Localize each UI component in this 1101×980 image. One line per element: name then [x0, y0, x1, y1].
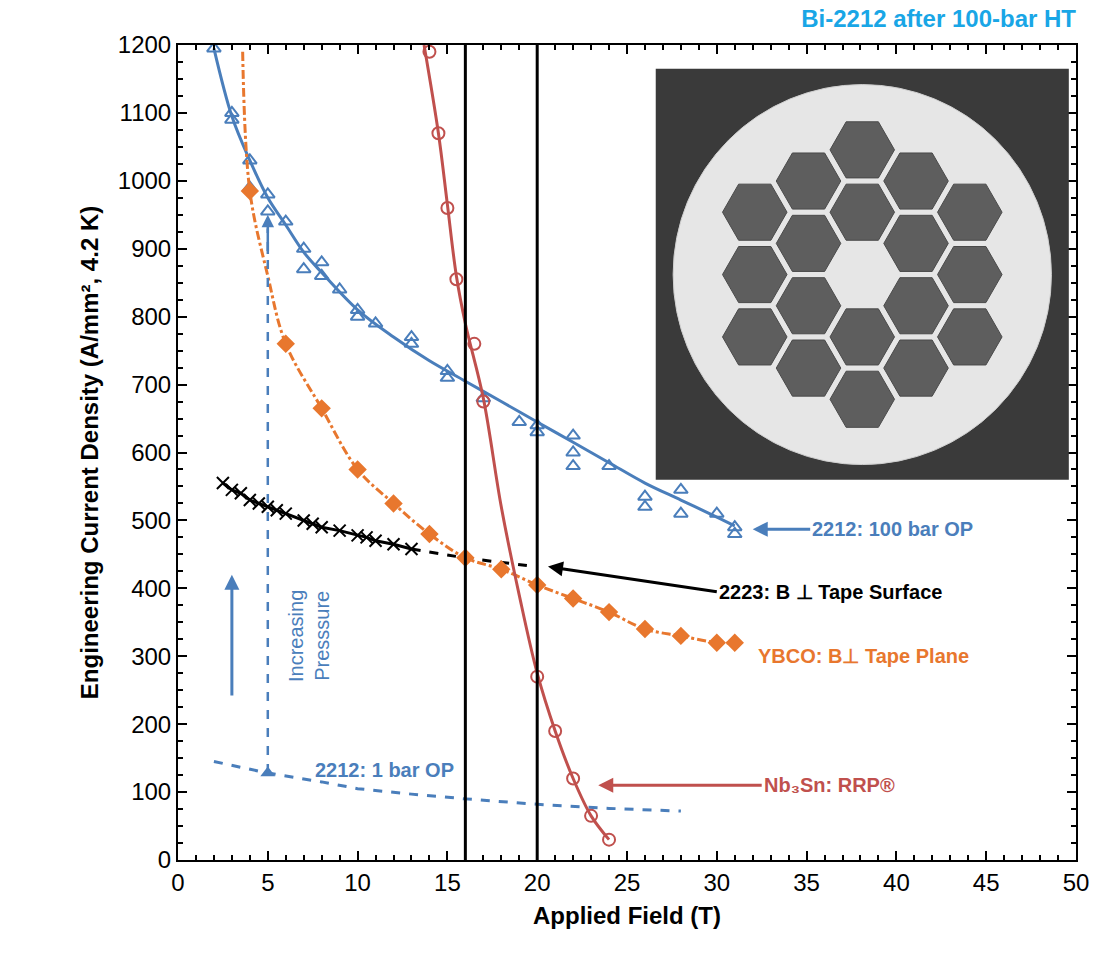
- svg-text:200: 200: [131, 711, 171, 738]
- svg-text:400: 400: [131, 575, 171, 602]
- svg-text:YBCO: B⊥ Tape Plane: YBCO: B⊥ Tape Plane: [758, 645, 969, 667]
- svg-text:Engineering Current Density (A: Engineering Current Density (A/mm², 4.2 …: [76, 206, 103, 699]
- svg-text:500: 500: [131, 507, 171, 534]
- svg-text:20: 20: [524, 869, 551, 896]
- svg-text:15: 15: [434, 869, 461, 896]
- svg-text:1000: 1000: [118, 167, 171, 194]
- svg-text:1200: 1200: [118, 31, 171, 58]
- svg-text:45: 45: [973, 869, 1000, 896]
- svg-text:40: 40: [883, 869, 910, 896]
- svg-text:Nb₃Sn: RRP®: Nb₃Sn: RRP®: [764, 774, 895, 796]
- svg-text:2223: B ⊥ Tape Surface: 2223: B ⊥ Tape Surface: [719, 581, 942, 603]
- svg-text:2212: 100 bar OP: 2212: 100 bar OP: [812, 518, 973, 540]
- svg-text:Applied Field (T): Applied Field (T): [533, 902, 721, 929]
- svg-text:300: 300: [131, 643, 171, 670]
- svg-text:800: 800: [131, 303, 171, 330]
- svg-text:0: 0: [171, 869, 184, 896]
- svg-text:50: 50: [1063, 869, 1090, 896]
- svg-text:1100: 1100: [120, 99, 172, 126]
- svg-text:35: 35: [793, 869, 820, 896]
- svg-text:2212: 1 bar OP: 2212: 1 bar OP: [315, 759, 454, 781]
- svg-text:900: 900: [131, 235, 171, 262]
- svg-text:700: 700: [131, 371, 171, 398]
- svg-text:30: 30: [703, 869, 730, 896]
- svg-text:10: 10: [344, 869, 371, 896]
- svg-text:Bi-2212 after 100-bar HT: Bi-2212 after 100-bar HT: [801, 5, 1076, 32]
- svg-text:5: 5: [261, 869, 274, 896]
- svg-text:0: 0: [158, 846, 171, 873]
- svg-text:25: 25: [614, 869, 641, 896]
- svg-text:600: 600: [131, 439, 171, 466]
- svg-text:IncreasingPresssure: IncreasingPresssure: [285, 590, 333, 682]
- svg-text:100: 100: [131, 778, 171, 805]
